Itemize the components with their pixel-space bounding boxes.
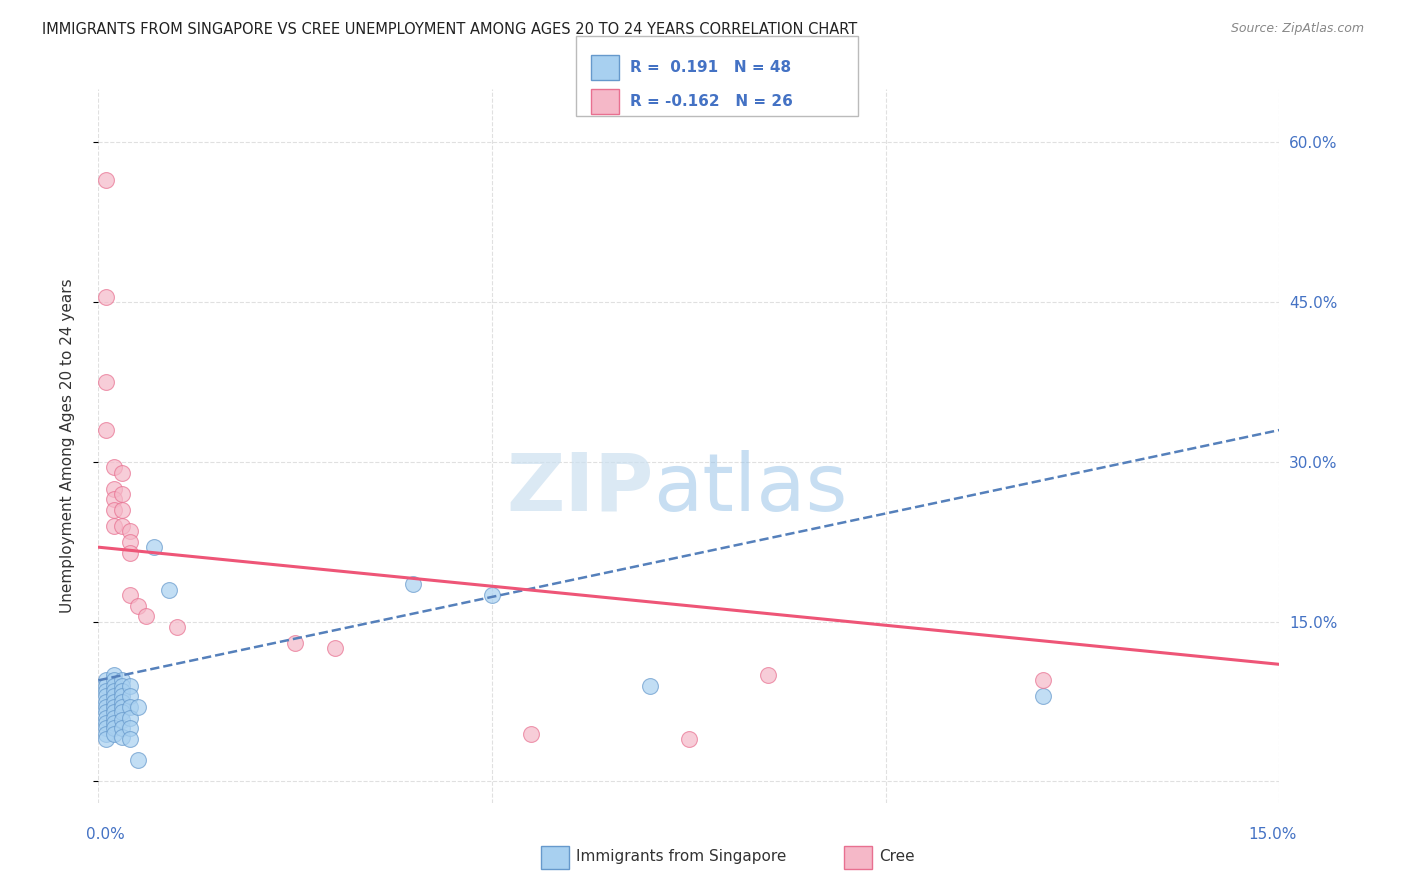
Point [103, 710, 125, 724]
Point [111, 721, 134, 735]
Point [96, 731, 118, 746]
Point [103, 503, 125, 517]
Point [284, 636, 307, 650]
Point [111, 466, 134, 480]
Point [111, 690, 134, 704]
Point [103, 482, 125, 496]
Point [135, 609, 157, 624]
Point [96, 710, 118, 724]
Point [111, 695, 134, 709]
Point [118, 534, 141, 549]
Point [118, 700, 141, 714]
Point [103, 690, 125, 704]
Point [103, 700, 125, 714]
Point [118, 731, 141, 746]
Text: 15.0%: 15.0% [1249, 827, 1296, 842]
Point [402, 577, 425, 591]
Text: R = -0.162   N = 26: R = -0.162 N = 26 [630, 94, 793, 109]
Point [103, 492, 125, 507]
Point [103, 684, 125, 698]
Point [103, 706, 125, 720]
Point [111, 503, 134, 517]
Point [96, 290, 118, 304]
Point [111, 730, 134, 744]
Point [481, 588, 503, 602]
Y-axis label: Unemployment Among Ages 20 to 24 years: Unemployment Among Ages 20 to 24 years [60, 278, 75, 614]
Point [638, 679, 661, 693]
Text: ZIP: ZIP [506, 450, 654, 528]
Point [127, 700, 149, 714]
Point [118, 545, 141, 559]
Point [96, 700, 118, 714]
Point [96, 706, 118, 720]
Point [103, 519, 125, 533]
Text: 0.0%: 0.0% [86, 827, 125, 842]
Point [1032, 690, 1054, 704]
Point [103, 726, 125, 740]
Point [756, 668, 779, 682]
Point [118, 690, 141, 704]
Point [127, 753, 149, 767]
Point [103, 721, 125, 735]
Text: Cree: Cree [879, 849, 914, 863]
Point [118, 588, 141, 602]
Point [166, 620, 188, 634]
Point [111, 519, 134, 533]
Point [111, 706, 134, 720]
Point [1032, 673, 1054, 688]
Point [103, 679, 125, 693]
Point [96, 679, 118, 693]
Point [96, 695, 118, 709]
Point [520, 726, 543, 740]
Point [111, 684, 134, 698]
Point [118, 710, 141, 724]
Text: IMMIGRANTS FROM SINGAPORE VS CREE UNEMPLOYMENT AMONG AGES 20 TO 24 YEARS CORRELA: IMMIGRANTS FROM SINGAPORE VS CREE UNEMPL… [42, 22, 858, 37]
Point [96, 690, 118, 704]
Text: Immigrants from Singapore: Immigrants from Singapore [576, 849, 787, 863]
Text: R =  0.191   N = 48: R = 0.191 N = 48 [630, 61, 792, 75]
Point [157, 582, 180, 597]
Point [118, 524, 141, 539]
Point [96, 172, 118, 186]
Point [96, 375, 118, 389]
Point [103, 715, 125, 730]
Point [118, 721, 141, 735]
Point [111, 673, 134, 688]
Point [96, 423, 118, 437]
Point [96, 721, 118, 735]
Point [96, 684, 118, 698]
Point [323, 641, 346, 656]
Point [118, 679, 141, 693]
Point [142, 540, 165, 554]
Point [96, 726, 118, 740]
Text: Source: ZipAtlas.com: Source: ZipAtlas.com [1230, 22, 1364, 36]
Point [111, 713, 134, 727]
Point [103, 668, 125, 682]
Text: atlas: atlas [654, 450, 848, 528]
Point [111, 679, 134, 693]
Point [111, 700, 134, 714]
Point [96, 673, 118, 688]
Point [103, 695, 125, 709]
Point [103, 673, 125, 688]
Point [103, 460, 125, 475]
Point [111, 487, 134, 501]
Point [678, 731, 700, 746]
Point [127, 599, 149, 613]
Point [96, 715, 118, 730]
